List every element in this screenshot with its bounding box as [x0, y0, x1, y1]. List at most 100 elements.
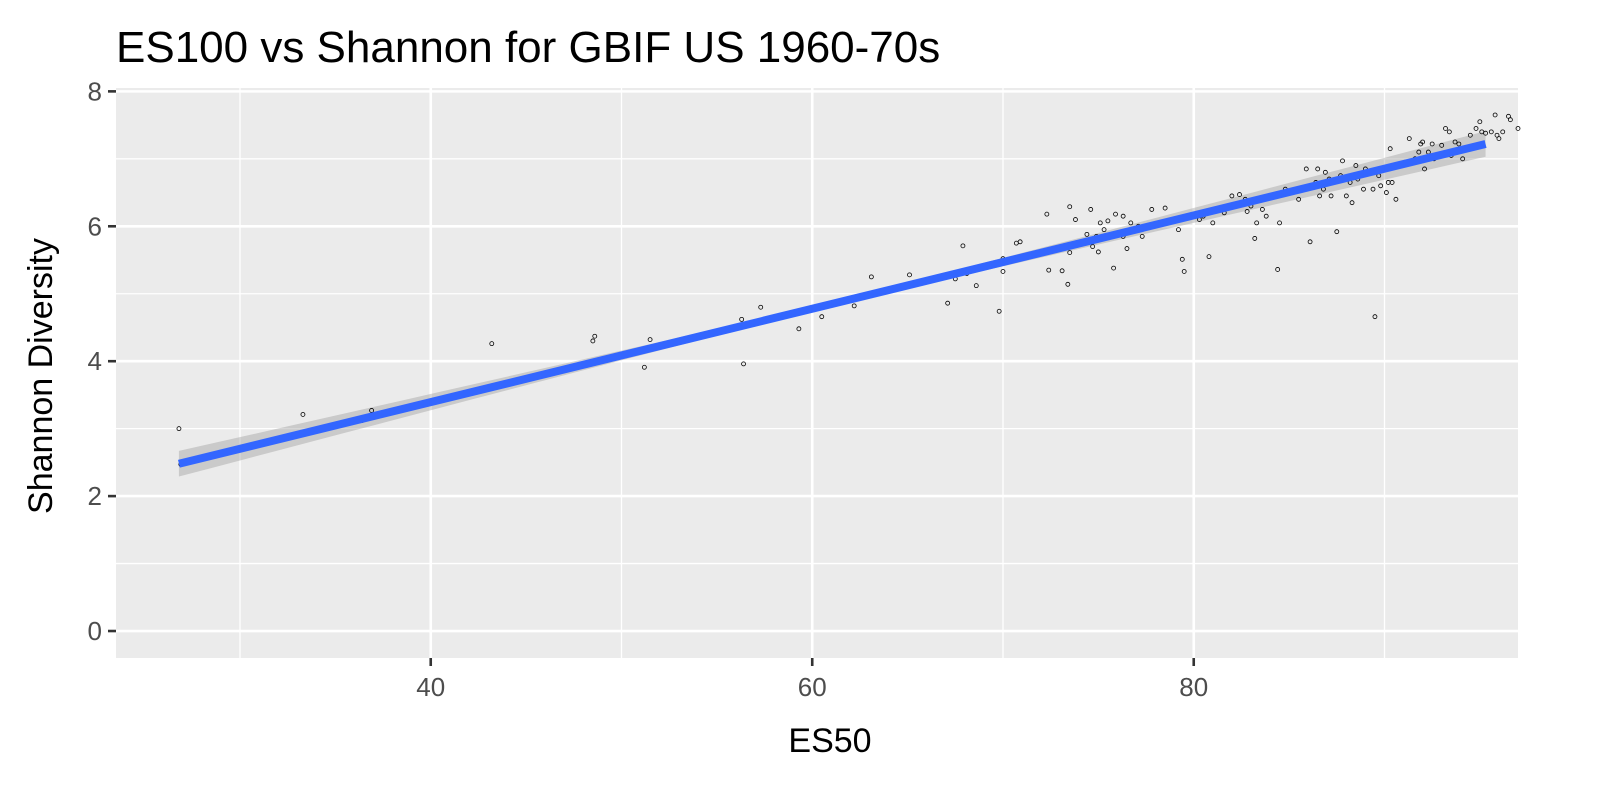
data-point [1307, 239, 1313, 245]
data-point [1046, 267, 1052, 273]
data-point [1084, 231, 1090, 237]
data-point [1439, 142, 1445, 148]
data-point [1500, 129, 1506, 135]
data-point [1446, 129, 1452, 135]
data-point [1097, 220, 1103, 226]
y-tick-label: 8 [88, 76, 102, 106]
data-point [1416, 149, 1422, 155]
data-point [1244, 209, 1250, 214]
data-point [1113, 211, 1118, 217]
data-point [1515, 126, 1521, 131]
data-point [1181, 269, 1187, 274]
data-point [973, 283, 979, 289]
data-point [1105, 218, 1111, 224]
minor-gridlines [116, 88, 1518, 658]
data-point [1460, 156, 1466, 162]
data-point [1277, 220, 1282, 226]
data-point [1420, 139, 1426, 145]
data-point [1073, 217, 1078, 222]
data-point [1387, 146, 1393, 152]
data-point [1111, 265, 1117, 271]
data-point [1000, 269, 1006, 274]
data-point [1124, 246, 1130, 251]
data-point [1349, 200, 1355, 206]
data-point [176, 426, 182, 432]
y-tick-label: 4 [88, 346, 102, 376]
major-gridlines [116, 88, 1518, 658]
data-point [1088, 207, 1094, 212]
data-point [1492, 112, 1498, 118]
axis-tick-labels: 40 60 80 0 2 4 6 8 [88, 76, 1209, 702]
data-point [1334, 229, 1340, 235]
data-point [1044, 211, 1050, 217]
data-point [1467, 132, 1473, 138]
data-point [1303, 166, 1309, 172]
points-layer [176, 112, 1521, 467]
data-point [1095, 249, 1101, 255]
data-point [1343, 193, 1349, 199]
data-point [1389, 180, 1395, 185]
x-tick-label: 60 [798, 672, 827, 702]
data-point [1372, 314, 1378, 320]
data-point [1328, 193, 1334, 199]
y-axis-title: Shannon Diversity [22, 238, 60, 514]
regression-line [177, 140, 1487, 468]
data-point [819, 314, 825, 320]
data-point [851, 303, 857, 309]
data-point [1353, 163, 1359, 168]
data-point [960, 243, 966, 249]
data-point [592, 333, 598, 339]
data-point [1254, 220, 1260, 226]
data-point [1456, 141, 1462, 147]
data-point [1370, 186, 1376, 192]
data-point [1317, 193, 1323, 199]
data-point [741, 361, 746, 367]
data-point [1237, 192, 1242, 197]
data-point [1210, 220, 1216, 226]
plot-panel [116, 88, 1518, 658]
data-point [1322, 169, 1328, 175]
data-point [1252, 236, 1258, 241]
data-point [1393, 196, 1399, 202]
data-point [1059, 268, 1065, 274]
data-point [1179, 256, 1185, 262]
data-point [1383, 190, 1389, 195]
data-point [647, 337, 653, 343]
data-point [1315, 166, 1321, 172]
data-point [1452, 139, 1458, 145]
x-tick-label: 80 [1179, 672, 1208, 702]
fit-line-layer [177, 140, 1487, 468]
x-tick-label: 40 [416, 672, 445, 702]
data-point [907, 272, 912, 278]
data-point [300, 412, 306, 417]
data-point [1361, 186, 1366, 192]
data-point [1263, 213, 1269, 219]
data-point [1229, 193, 1235, 199]
data-point [739, 316, 745, 322]
data-point [1406, 136, 1412, 141]
data-point [1065, 281, 1071, 287]
data-point [1443, 126, 1448, 131]
data-point [996, 308, 1002, 314]
data-point [1139, 234, 1145, 239]
y-tick-label: 2 [88, 481, 102, 511]
chart-title: ES100 vs Shannon for GBIF US 1960-70s [116, 23, 940, 72]
data-point [1090, 244, 1096, 249]
data-point [1496, 136, 1502, 141]
data-point [1378, 183, 1384, 189]
data-point [1149, 207, 1155, 212]
data-point [1206, 254, 1212, 260]
data-point [1477, 119, 1483, 125]
data-point [1473, 126, 1479, 131]
data-point [1128, 220, 1134, 226]
data-point [1275, 267, 1281, 272]
data-point [1176, 227, 1181, 233]
x-axis-title: ES50 [788, 722, 871, 760]
data-point [796, 326, 802, 332]
data-point [1488, 129, 1494, 135]
data-point [868, 274, 874, 280]
data-point [590, 338, 596, 344]
data-point [1017, 239, 1023, 245]
